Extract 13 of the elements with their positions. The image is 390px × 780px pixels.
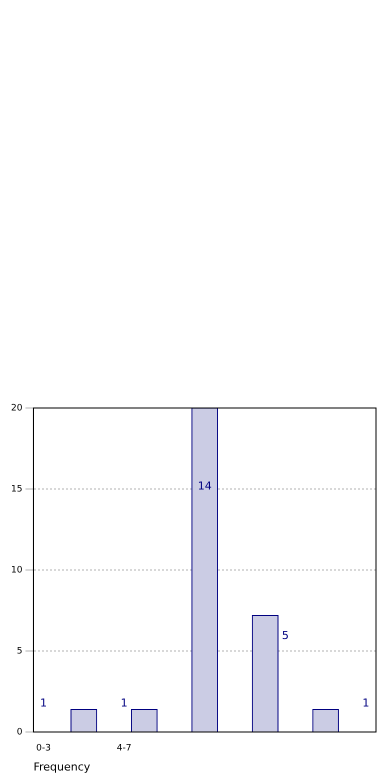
annotation: 1	[40, 696, 48, 710]
annotation: 1	[362, 696, 370, 710]
y-tick-label: 15	[11, 484, 22, 494]
y-tick-label: 20	[11, 403, 23, 414]
y-tick-label: 5	[16, 646, 22, 656]
y-tick-label: 0	[16, 727, 23, 738]
x-tick-label: 4-7	[116, 744, 132, 754]
y-tick-label: 10	[11, 565, 23, 576]
annotation: 5	[282, 628, 289, 642]
x-tick-label: 0-3	[36, 744, 51, 754]
x-axis-title: Frequency	[33, 760, 91, 774]
annotation: 1	[120, 696, 128, 710]
annotation: 14	[198, 480, 212, 493]
